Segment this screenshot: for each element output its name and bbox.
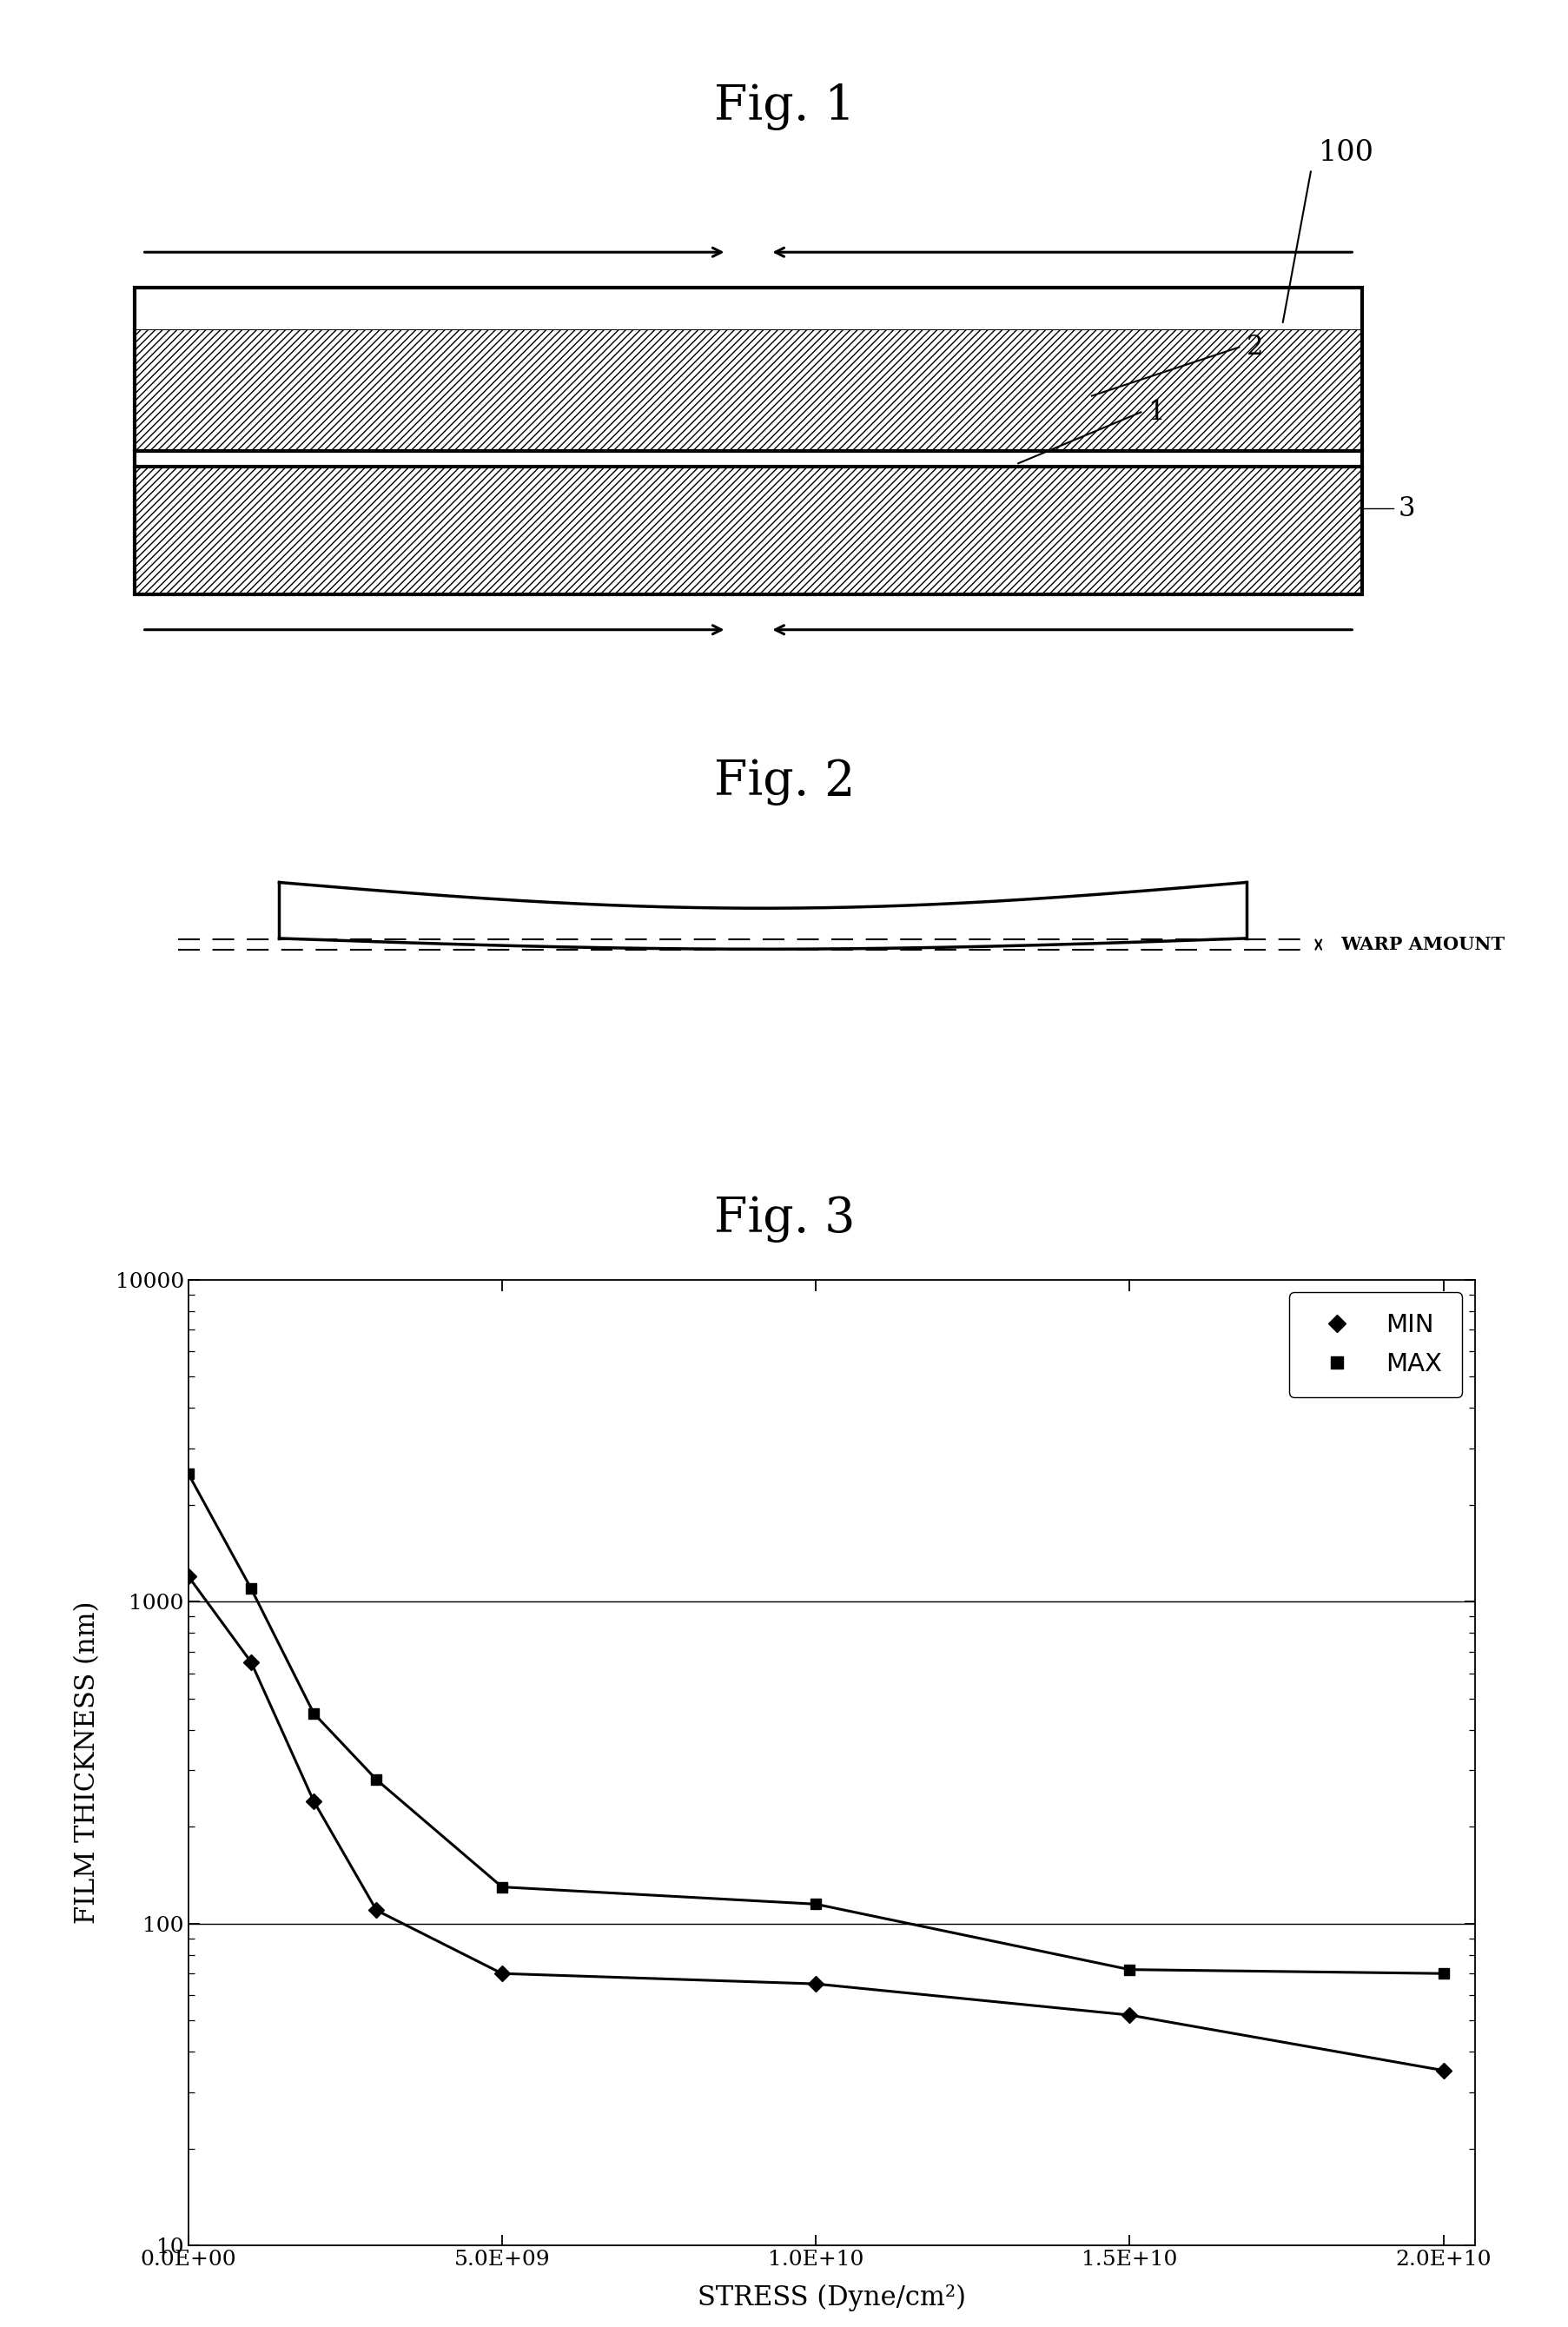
MIN (304, 1787, 323, 1815)
MAX (1433, 1959, 1452, 1987)
MIN (367, 1897, 386, 1924)
Polygon shape (135, 465, 1361, 596)
Line: MIN: MIN (183, 1571, 1447, 2076)
MIN (1433, 2057, 1452, 2085)
Text: 2: 2 (1245, 333, 1262, 361)
Polygon shape (135, 451, 1361, 465)
MAX (492, 1873, 511, 1901)
X-axis label: STRESS (Dyne/cm²): STRESS (Dyne/cm²) (696, 2285, 966, 2311)
MIN (492, 1959, 511, 1987)
Text: 100: 100 (1317, 140, 1374, 168)
MIN (1120, 2001, 1138, 2029)
MAX (1120, 1955, 1138, 1983)
MAX (304, 1699, 323, 1727)
MIN (806, 1971, 825, 1999)
MIN (179, 1561, 198, 1589)
MAX (241, 1575, 260, 1603)
Text: 3: 3 (1397, 496, 1414, 521)
MIN (241, 1648, 260, 1675)
Legend: MIN, MAX: MIN, MAX (1289, 1291, 1461, 1396)
MAX (367, 1766, 386, 1794)
Line: MAX: MAX (183, 1468, 1447, 1978)
Text: 1: 1 (1148, 398, 1165, 426)
MAX (179, 1459, 198, 1487)
Y-axis label: FILM THICKNESS (nm): FILM THICKNESS (nm) (74, 1601, 100, 1924)
Polygon shape (135, 328, 1361, 451)
Text: Fig. 2: Fig. 2 (713, 759, 855, 805)
MAX (806, 1890, 825, 1917)
Text: WARP AMOUNT: WARP AMOUNT (1339, 935, 1504, 954)
Text: Fig. 1: Fig. 1 (713, 81, 855, 130)
Text: Fig. 3: Fig. 3 (713, 1196, 855, 1243)
